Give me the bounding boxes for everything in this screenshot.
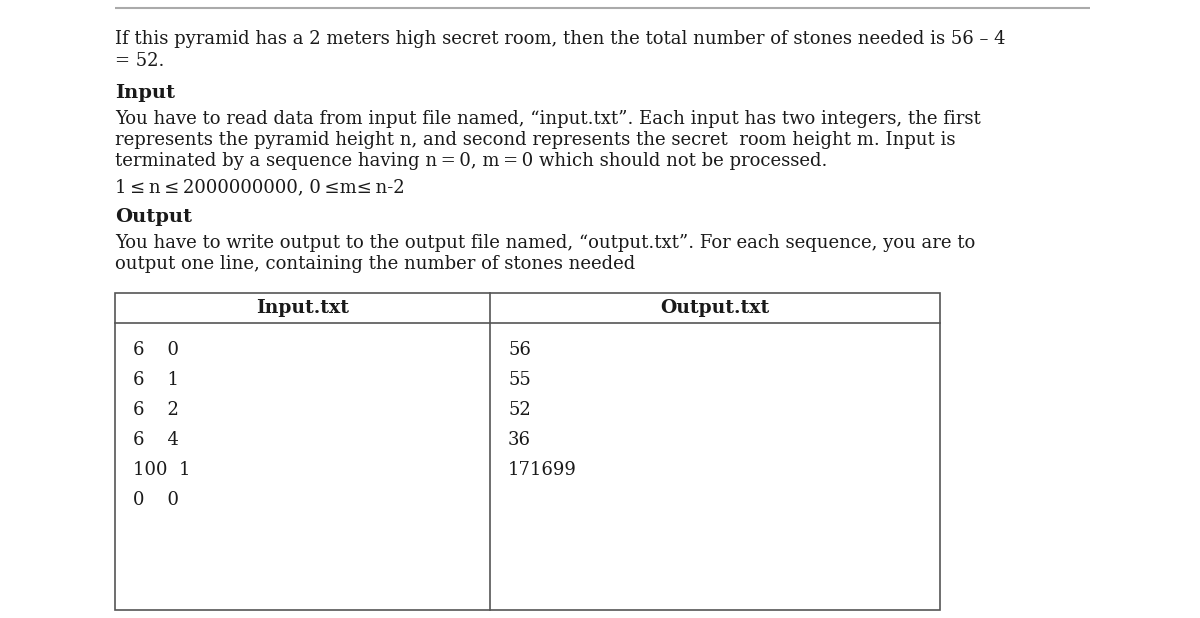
Text: Input: Input (115, 84, 175, 102)
Text: 0    0: 0 0 (133, 491, 179, 509)
Text: 171699: 171699 (508, 461, 577, 479)
Text: 55: 55 (508, 371, 530, 389)
Text: 6    0: 6 0 (133, 341, 179, 359)
Text: Output: Output (115, 208, 192, 226)
Text: 6    2: 6 2 (133, 401, 179, 419)
Text: represents the pyramid height n, and second represents the secret  room height m: represents the pyramid height n, and sec… (115, 131, 955, 149)
Text: If this pyramid has a 2 meters high secret room, then the total number of stones: If this pyramid has a 2 meters high secr… (115, 30, 1006, 48)
Text: Output.txt: Output.txt (660, 299, 769, 317)
Text: 100  1: 100 1 (133, 461, 191, 479)
Text: terminated by a sequence having n = 0, m = 0 which should not be processed.: terminated by a sequence having n = 0, m… (115, 152, 827, 170)
Text: You have to write output to the output file named, “output.txt”. For each sequen: You have to write output to the output f… (115, 234, 976, 252)
Text: 6    1: 6 1 (133, 371, 179, 389)
Text: 52: 52 (508, 401, 530, 419)
Text: Input.txt: Input.txt (256, 299, 349, 317)
Text: 6    4: 6 4 (133, 431, 179, 449)
Text: 56: 56 (508, 341, 530, 359)
Bar (115, 293, 940, 610)
Text: 36: 36 (508, 431, 530, 449)
Text: output one line, containing the number of stones needed: output one line, containing the number o… (115, 255, 635, 273)
Text: You have to read data from input file named, “input.txt”. Each input has two int: You have to read data from input file na… (115, 110, 980, 128)
Text: = 52.: = 52. (115, 52, 164, 70)
Text: 1 ≤ n ≤ 2000000000, 0 ≤m≤ n-2: 1 ≤ n ≤ 2000000000, 0 ≤m≤ n-2 (115, 178, 404, 196)
